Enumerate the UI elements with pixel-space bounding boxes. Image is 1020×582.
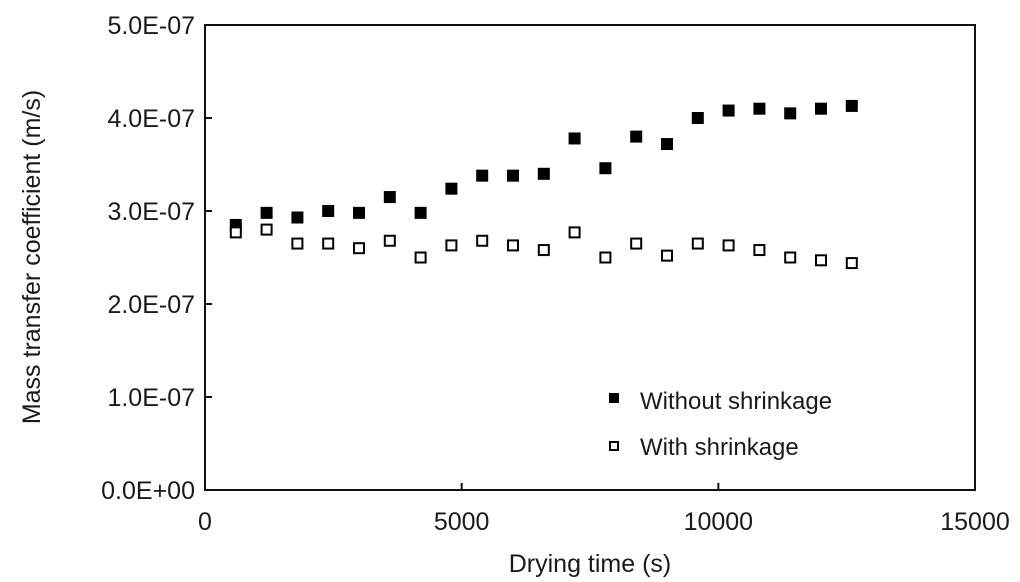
data-point-with-shrinkage	[845, 257, 858, 270]
data-point-with-shrinkage	[229, 226, 242, 239]
y-tick-label: 4.0E-07	[107, 105, 195, 133]
data-point-with-shrinkage	[445, 239, 458, 252]
x-axis-title: Drying time (s)	[509, 550, 672, 578]
plot-frame	[204, 24, 976, 491]
data-point-with-shrinkage	[414, 251, 427, 264]
data-point-with-shrinkage	[383, 234, 396, 247]
x-tick-label: 5000	[434, 508, 490, 536]
x-tick-label: 15000	[940, 508, 1010, 536]
x-axis-ticks: 0 5000 10000 15000	[198, 483, 1010, 536]
y-tick-label: 3.0E-07	[107, 198, 195, 226]
data-point-without-shrinkage	[753, 102, 766, 115]
x-tick-label: 0	[198, 508, 212, 536]
x-tick-label: 10000	[684, 508, 754, 536]
y-tick-label: 2.0E-07	[107, 291, 195, 319]
data-point-with-shrinkage	[722, 239, 735, 252]
data-point-without-shrinkage	[353, 206, 365, 219]
data-point-with-shrinkage	[291, 237, 304, 250]
y-tick-label: 0.0E+00	[101, 477, 195, 505]
data-point-without-shrinkage	[507, 169, 519, 182]
data-point-without-shrinkage	[476, 169, 489, 182]
data-point-without-shrinkage	[722, 104, 735, 117]
data-point-with-shrinkage	[753, 244, 766, 257]
legend-label-without-shrinkage: Without shrinkage	[640, 388, 832, 415]
y-axis-title: Mass transfer coefficient (m/s)	[18, 90, 46, 424]
data-point-without-shrinkage	[260, 206, 273, 219]
data-point-without-shrinkage	[383, 191, 396, 204]
data-point-with-shrinkage	[507, 239, 519, 252]
data-point-with-shrinkage	[661, 249, 673, 262]
y-axis-ticks: 0.0E+00 1.0E-07 2.0E-07 3.0E-07 4.0E-07 5.0E-…	[101, 12, 212, 505]
legend-label-with-shrinkage: With shrinkage	[640, 434, 799, 461]
data-point-without-shrinkage	[537, 167, 550, 180]
data-point-with-shrinkage	[322, 237, 335, 250]
data-point-with-shrinkage	[691, 237, 704, 250]
data-point-without-shrinkage	[845, 99, 858, 112]
data-point-with-shrinkage	[815, 254, 827, 267]
legend: Without shrinkage With shrinkage	[609, 388, 832, 461]
data-point-with-shrinkage	[599, 251, 612, 264]
data-point-without-shrinkage	[568, 132, 581, 145]
data-point-with-shrinkage	[476, 234, 489, 247]
data-point-without-shrinkage	[322, 205, 335, 217]
data-point-without-shrinkage	[815, 102, 827, 115]
data-point-without-shrinkage	[661, 138, 673, 151]
data-point-without-shrinkage	[784, 107, 797, 120]
legend-marker-with-shrinkage	[609, 441, 619, 451]
data-point-with-shrinkage	[260, 223, 273, 236]
data-point-with-shrinkage	[630, 237, 643, 250]
data-point-with-shrinkage	[784, 251, 797, 264]
data-point-with-shrinkage	[353, 242, 365, 255]
y-tick-label: 5.0E-07	[107, 12, 195, 40]
data-point-without-shrinkage	[630, 130, 643, 143]
legend-marker-without-shrinkage	[609, 393, 619, 403]
data-point-without-shrinkage	[291, 211, 304, 224]
data-point-without-shrinkage	[599, 162, 612, 175]
data-point-with-shrinkage	[537, 244, 550, 257]
data-point-with-shrinkage	[568, 226, 581, 239]
data-point-without-shrinkage	[691, 112, 704, 124]
series-layer	[229, 99, 858, 270]
y-tick-label: 1.0E-07	[107, 384, 195, 412]
data-point-without-shrinkage	[414, 206, 427, 219]
data-point-without-shrinkage	[445, 182, 458, 195]
